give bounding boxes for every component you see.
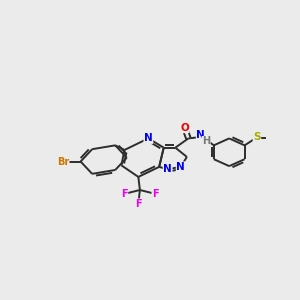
Text: N: N [144, 134, 153, 143]
Text: N: N [196, 130, 205, 140]
Text: S: S [253, 132, 261, 142]
Text: F: F [135, 199, 142, 209]
Text: N: N [176, 162, 185, 172]
Text: F: F [121, 189, 128, 199]
Text: H: H [202, 136, 210, 146]
Text: F: F [152, 189, 159, 199]
Text: N: N [163, 164, 172, 174]
Text: Br: Br [57, 157, 69, 166]
Text: O: O [180, 123, 189, 133]
